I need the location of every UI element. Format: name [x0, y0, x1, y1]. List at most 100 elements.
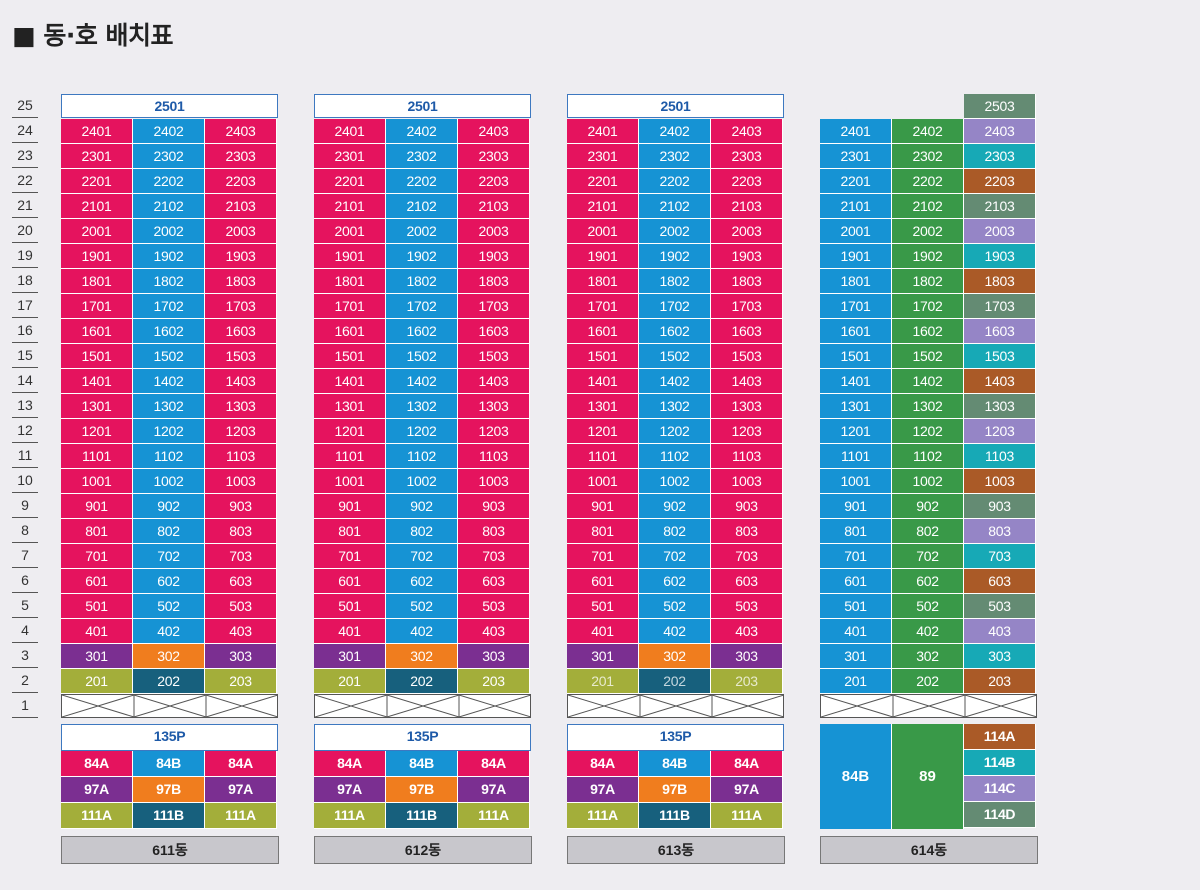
unit-903: 903	[205, 494, 277, 519]
unit-1102: 1102	[133, 444, 205, 469]
unit-702: 702	[133, 544, 205, 569]
unit-2303: 2303	[964, 144, 1036, 169]
unit-1101: 1101	[567, 444, 639, 469]
unit-2102: 2102	[386, 194, 458, 219]
unit-301: 301	[820, 644, 892, 669]
floor-label: 8	[12, 518, 38, 543]
unit-802: 802	[639, 519, 711, 544]
unit-1403: 1403	[964, 369, 1036, 394]
unit-1002: 1002	[386, 469, 458, 494]
unit-1302: 1302	[133, 394, 205, 419]
unit-1701: 1701	[567, 294, 639, 319]
unit-type-111A: 111A	[711, 803, 783, 829]
unit-902: 902	[386, 494, 458, 519]
unit-702: 702	[892, 544, 964, 569]
unit-2303: 2303	[458, 144, 530, 169]
unit-1801: 1801	[567, 269, 639, 294]
unit-1101: 1101	[820, 444, 892, 469]
unit-902: 902	[639, 494, 711, 519]
unit-1602: 1602	[639, 319, 711, 344]
unit-401: 401	[314, 619, 386, 644]
unit-type-84B: 84B	[820, 724, 892, 829]
unit-2401: 2401	[567, 119, 639, 144]
unit-503: 503	[964, 594, 1036, 619]
unit-1803: 1803	[458, 269, 530, 294]
unit-2303: 2303	[205, 144, 277, 169]
unit-1401: 1401	[567, 369, 639, 394]
unit-1202: 1202	[639, 419, 711, 444]
parking-label: 135P	[567, 724, 784, 751]
unit-1002: 1002	[639, 469, 711, 494]
unit-201: 201	[61, 669, 133, 694]
floor-label: 5	[12, 593, 38, 618]
unit-1103: 1103	[458, 444, 530, 469]
unit-2501: 2501	[61, 94, 278, 118]
floor-label: 25	[12, 93, 38, 118]
unit-1201: 1201	[61, 419, 133, 444]
unit-1401: 1401	[61, 369, 133, 394]
unit-302: 302	[386, 644, 458, 669]
unit-2302: 2302	[639, 144, 711, 169]
unit-1602: 1602	[892, 319, 964, 344]
unit-1002: 1002	[133, 469, 205, 494]
unit-1501: 1501	[567, 344, 639, 369]
unit-1202: 1202	[892, 419, 964, 444]
unit-1103: 1103	[964, 444, 1036, 469]
floor-label: 4	[12, 618, 38, 643]
unit-502: 502	[133, 594, 205, 619]
unit-type-84A: 84A	[205, 751, 277, 777]
floor-label: 12	[12, 418, 38, 443]
unit-701: 701	[567, 544, 639, 569]
unit-1803: 1803	[205, 269, 277, 294]
unit-1902: 1902	[892, 244, 964, 269]
unit-902: 902	[892, 494, 964, 519]
unit-type-111A: 111A	[314, 803, 386, 829]
unit-type-97A: 97A	[567, 777, 639, 803]
unit-2103: 2103	[711, 194, 783, 219]
unit-1202: 1202	[386, 419, 458, 444]
unit-1803: 1803	[711, 269, 783, 294]
unit-2001: 2001	[314, 219, 386, 244]
unit-2402: 2402	[892, 119, 964, 144]
unit-type-114B: 114B	[964, 750, 1036, 776]
unit-1903: 1903	[964, 244, 1036, 269]
unit-702: 702	[639, 544, 711, 569]
unit-201: 201	[820, 669, 892, 694]
unit-702: 702	[386, 544, 458, 569]
unit-203: 203	[711, 669, 783, 694]
unit-1802: 1802	[386, 269, 458, 294]
unit-type-114D: 114D	[964, 802, 1036, 828]
unit-type-84A: 84A	[314, 751, 386, 777]
unit-801: 801	[820, 519, 892, 544]
building-label: 613동	[567, 836, 785, 864]
floor-label: 23	[12, 143, 38, 168]
unit-603: 603	[205, 569, 277, 594]
unit-type-97B: 97B	[386, 777, 458, 803]
unit-1303: 1303	[458, 394, 530, 419]
unit-type-84A: 84A	[711, 751, 783, 777]
unit-type-111A: 111A	[61, 803, 133, 829]
unit-601: 601	[314, 569, 386, 594]
unit-1103: 1103	[711, 444, 783, 469]
unit-1203: 1203	[964, 419, 1036, 444]
unit-1403: 1403	[205, 369, 277, 394]
unit-301: 301	[61, 644, 133, 669]
unit-1402: 1402	[133, 369, 205, 394]
unit-1503: 1503	[964, 344, 1036, 369]
unit-1001: 1001	[820, 469, 892, 494]
unit-2403: 2403	[205, 119, 277, 144]
unit-301: 301	[567, 644, 639, 669]
unit-type-97A: 97A	[61, 777, 133, 803]
unit-801: 801	[61, 519, 133, 544]
unit-1701: 1701	[61, 294, 133, 319]
unit-2003: 2003	[711, 219, 783, 244]
unit-601: 601	[567, 569, 639, 594]
unit-2102: 2102	[892, 194, 964, 219]
unit-602: 602	[386, 569, 458, 594]
unit-2402: 2402	[133, 119, 205, 144]
unit-2203: 2203	[964, 169, 1036, 194]
unit-1701: 1701	[314, 294, 386, 319]
unit-301: 301	[314, 644, 386, 669]
unit-1003: 1003	[458, 469, 530, 494]
unit-type-84A: 84A	[61, 751, 133, 777]
